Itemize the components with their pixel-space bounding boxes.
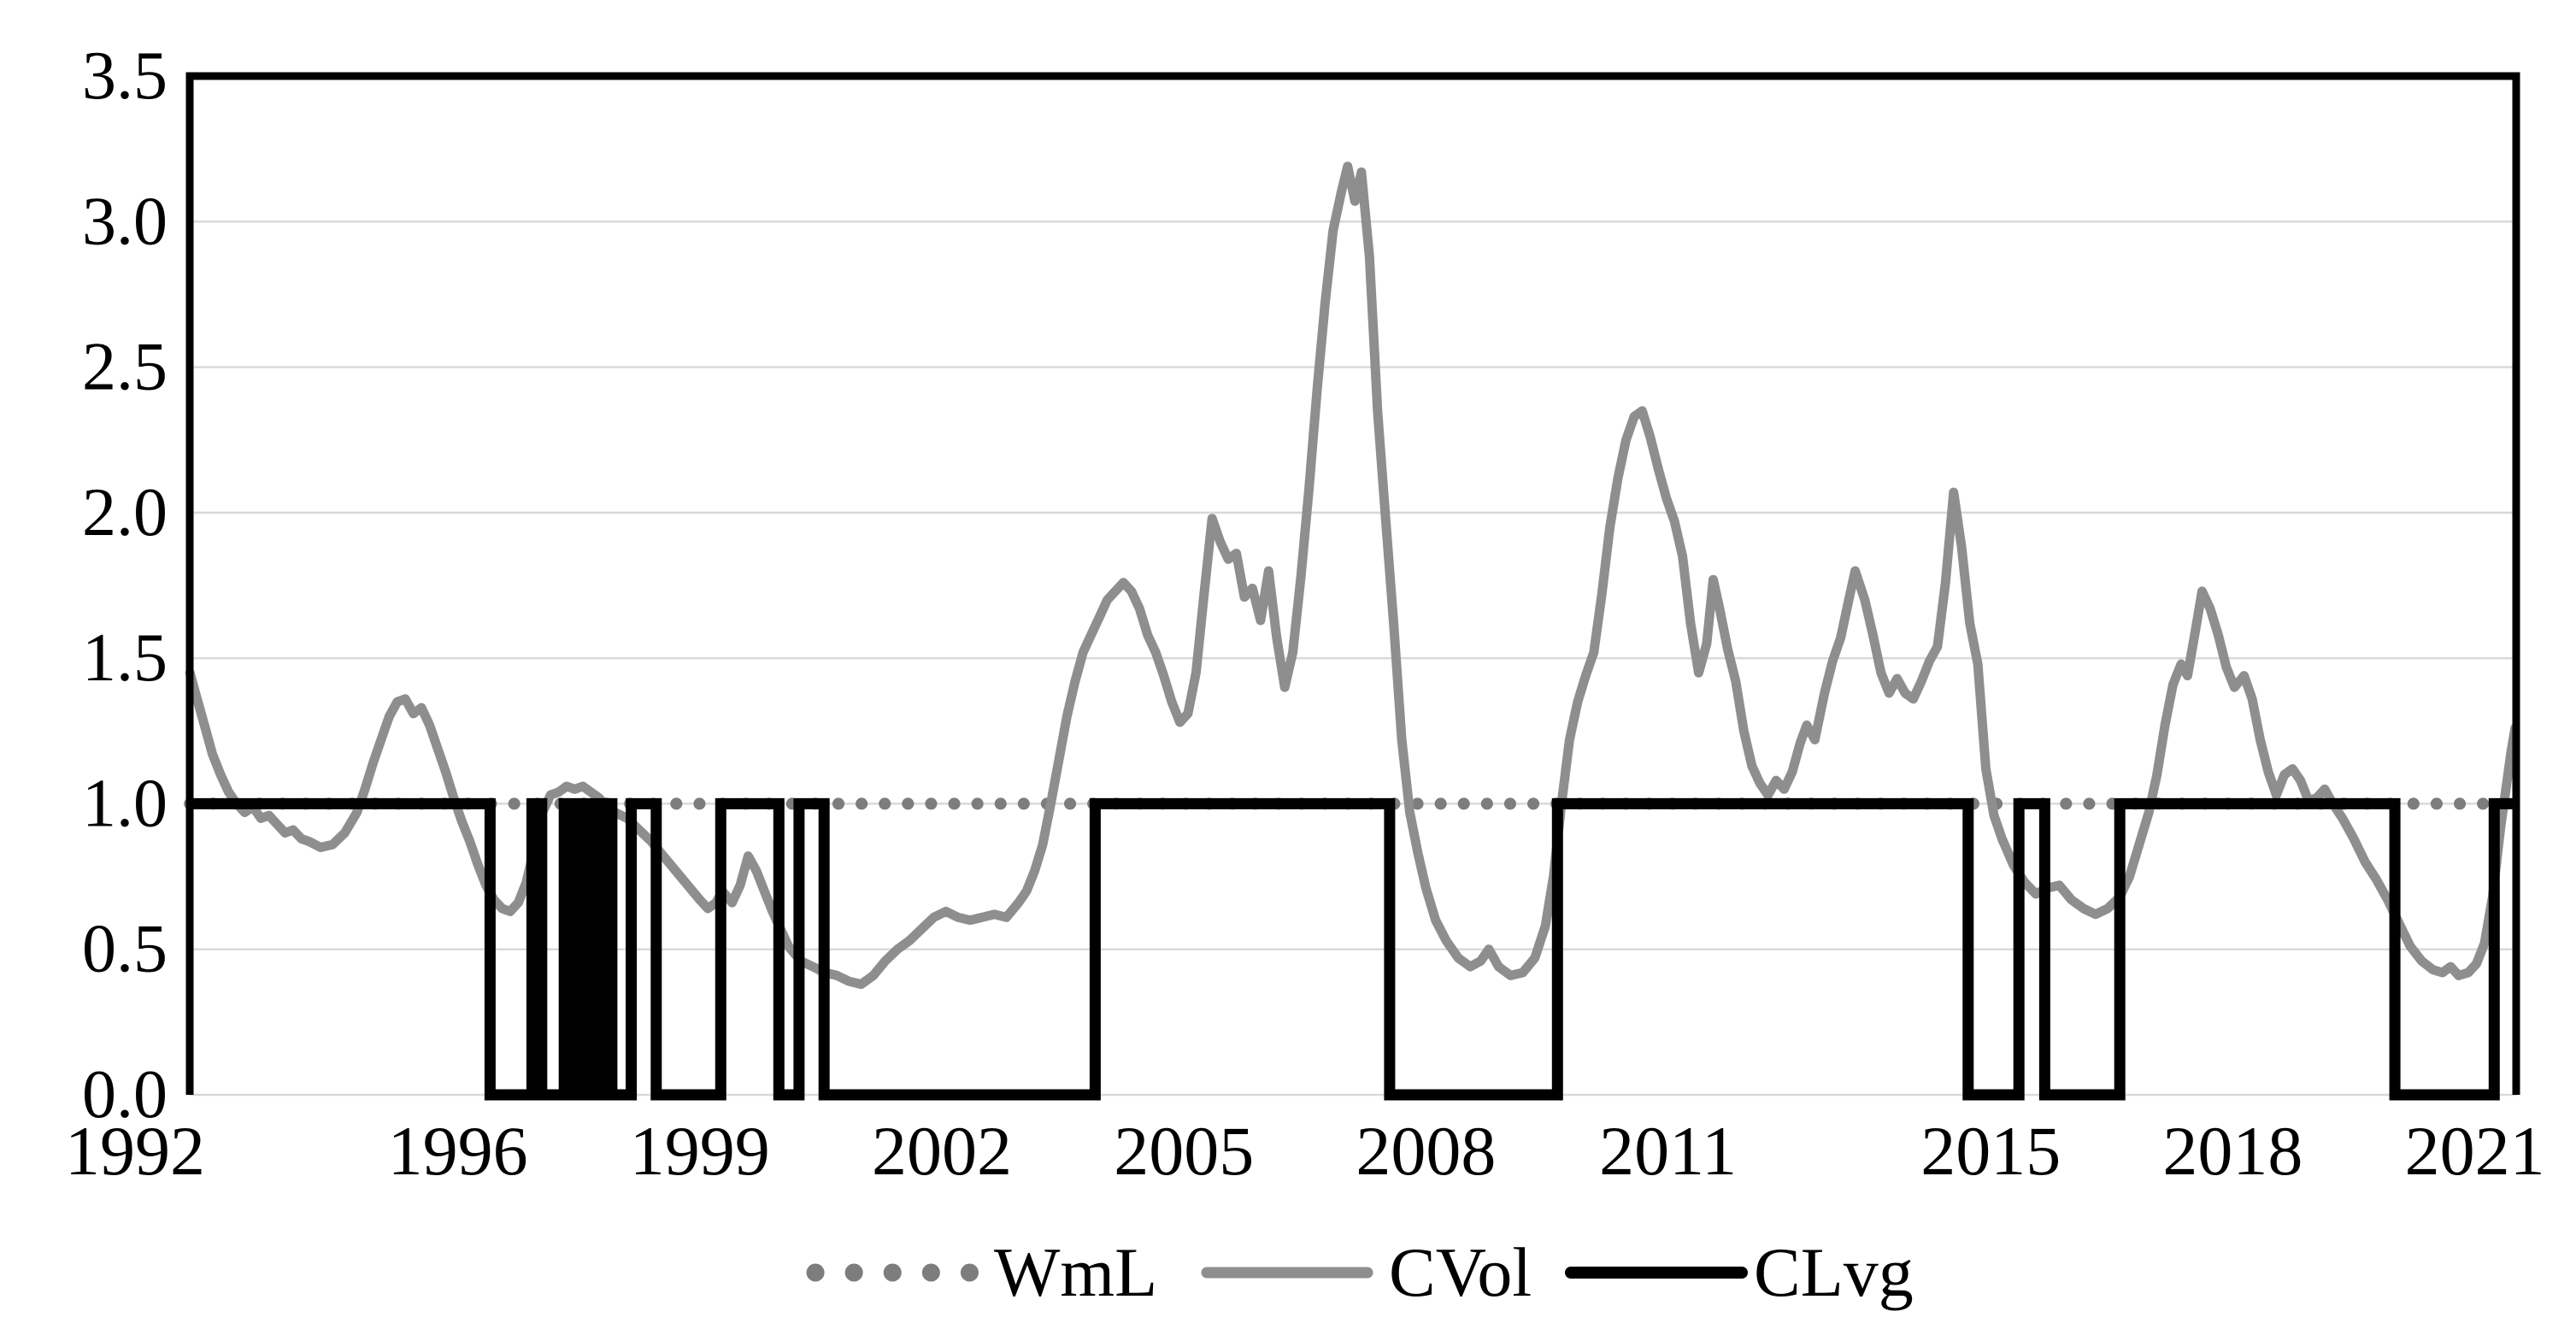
legend-label-wml: WmL <box>994 1233 1157 1311</box>
x-tick-label: 2015 <box>1920 1112 2061 1190</box>
x-tick-label: 1999 <box>630 1112 770 1190</box>
x-tick-label: 2021 <box>2405 1112 2545 1190</box>
y-tick-label: 3.0 <box>82 184 168 259</box>
clvg-series-line <box>190 797 2515 1101</box>
legend: WmL CVol CLvg <box>806 1233 1914 1311</box>
y-tick-label: 0.5 <box>82 912 168 987</box>
legend-label-clvg: CLvg <box>1754 1233 1914 1311</box>
x-tick-label: 1996 <box>388 1112 528 1190</box>
series-lines <box>184 162 2521 1101</box>
x-axis-labels: 1992 1996 1999 2002 2005 2008 2011 2015 2018 2021 <box>65 1112 2545 1190</box>
x-tick-label: 2018 <box>2162 1112 2303 1190</box>
y-tick-label: 2.5 <box>82 330 168 405</box>
y-axis-labels: 0.0 0.5 1.0 1.5 2.0 2.5 3.0 3.5 <box>82 38 168 1132</box>
y-tick-label: 1.5 <box>82 620 168 696</box>
legend-label-cvol: CVol <box>1389 1233 1532 1311</box>
y-tick-label: 3.5 <box>82 38 168 114</box>
y-tick-label: 2.0 <box>82 475 168 550</box>
y-tick-label: 1.0 <box>82 766 168 841</box>
cvol-series-line <box>185 162 2520 990</box>
plot-border <box>185 72 2520 1095</box>
x-tick-label: 2008 <box>1356 1112 1496 1190</box>
x-tick-label: 2011 <box>1599 1112 1737 1190</box>
axis-border <box>185 72 2520 1095</box>
x-tick-label: 2005 <box>1114 1112 1254 1190</box>
x-tick-label: 2002 <box>872 1112 1012 1190</box>
y-tick-label: 0.0 <box>82 1057 168 1132</box>
x-tick-label: 1992 <box>65 1112 205 1190</box>
